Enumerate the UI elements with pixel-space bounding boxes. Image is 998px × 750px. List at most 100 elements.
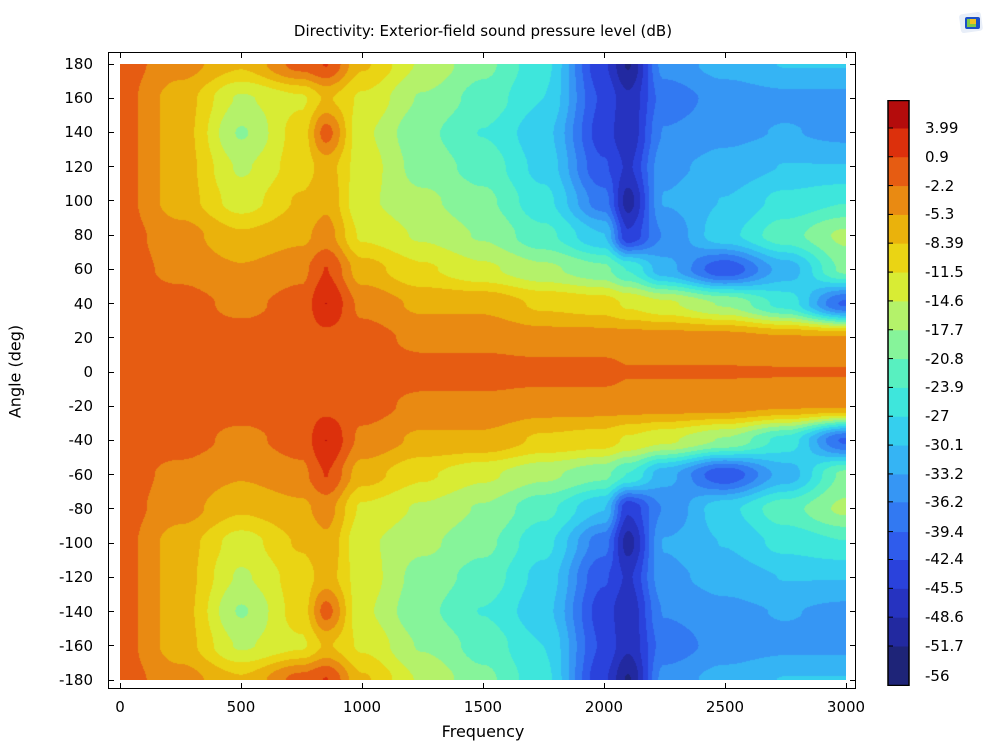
y-tick-label: 180 xyxy=(64,55,93,73)
colorbar-tick-label: -48.6 xyxy=(925,608,964,627)
y-tick-right xyxy=(850,645,856,647)
colorbar-tick-label: -33.2 xyxy=(925,464,964,483)
colorbar-tick-label: -27 xyxy=(925,407,950,426)
y-tick-left xyxy=(108,234,114,236)
x-tick-bottom xyxy=(482,683,484,689)
colorbar-band xyxy=(888,156,909,187)
colorbar-tick-label: -36.2 xyxy=(925,492,964,511)
y-tick-right xyxy=(850,268,856,270)
y-tick-left xyxy=(108,611,114,613)
y-tick-left xyxy=(108,679,114,681)
colorbar-tick-label: 0.9 xyxy=(925,147,949,166)
colorbar-tick-label: -39.4 xyxy=(925,522,964,541)
colorbar-tick-label: -14.6 xyxy=(925,291,964,310)
x-tick-bottom xyxy=(845,683,847,689)
colorbar-band xyxy=(888,473,909,503)
y-tick-label: -140 xyxy=(58,602,93,621)
colorbar-band xyxy=(888,214,909,244)
colorbar-tick-label: -20.8 xyxy=(925,349,964,368)
y-tick-label: 160 xyxy=(64,89,93,108)
colorbar-band xyxy=(888,646,909,686)
x-tick-top xyxy=(845,52,847,58)
x-tick-label: 2000 xyxy=(584,698,624,716)
y-tick-label: -160 xyxy=(58,636,93,655)
y-tick-right xyxy=(850,611,856,613)
x-tick-label: 500 xyxy=(226,698,256,716)
y-tick-label: 80 xyxy=(73,226,93,245)
colorbar-tick-label: -56 xyxy=(925,667,950,685)
y-tick-left xyxy=(108,97,114,99)
y-axis-label: Angle (deg) xyxy=(5,324,25,419)
y-tick-right xyxy=(850,576,856,578)
chart-title: Directivity: Exterior-field sound pressu… xyxy=(293,22,673,40)
y-tick-label: -100 xyxy=(58,534,93,553)
y-tick-left xyxy=(108,542,114,544)
x-tick-top xyxy=(361,52,363,58)
colorbar-tick-label: -17.7 xyxy=(925,320,964,339)
y-tick-right xyxy=(850,679,856,681)
colorbar-band xyxy=(888,559,909,589)
y-tick-right xyxy=(850,234,856,236)
y-tick-right xyxy=(850,337,856,339)
y-tick-label: 0 xyxy=(83,363,93,381)
colorbar-tick-label: -2.2 xyxy=(925,176,955,195)
y-tick-label: -40 xyxy=(68,431,94,450)
y-tick-right xyxy=(850,542,856,544)
colorbar xyxy=(887,100,910,686)
x-tick-top xyxy=(119,52,121,58)
x-tick-bottom xyxy=(603,683,605,689)
colorbar-tick-label: -51.7 xyxy=(925,637,964,655)
y-tick-left xyxy=(108,474,114,476)
contour-fill xyxy=(120,64,846,680)
x-tick-top xyxy=(482,52,484,58)
y-tick-right xyxy=(850,166,856,168)
colorbar-band xyxy=(888,127,909,158)
colorbar-band xyxy=(888,329,909,360)
y-tick-right xyxy=(850,439,856,441)
y-tick-right xyxy=(850,131,856,133)
y-tick-left xyxy=(108,439,114,441)
x-tick-label: 1500 xyxy=(463,698,503,716)
y-tick-right xyxy=(850,303,856,305)
y-tick-left xyxy=(108,508,114,510)
colorbar-border xyxy=(887,100,910,686)
y-tick-right xyxy=(850,371,856,373)
colorbar-tick-label: -8.39 xyxy=(925,234,964,253)
x-tick-top xyxy=(240,52,242,58)
colorbar-tick-label: -42.4 xyxy=(925,550,964,569)
x-tick-label: 1000 xyxy=(342,698,382,716)
colorbar-band xyxy=(888,358,909,388)
x-tick-bottom xyxy=(361,683,363,689)
colorbar-tick-label: -45.5 xyxy=(925,579,964,598)
x-tick-top xyxy=(724,52,726,58)
x-tick-bottom xyxy=(240,683,242,689)
y-tick-label: -80 xyxy=(68,499,94,518)
y-tick-label: -180 xyxy=(58,671,93,689)
app-logo-icon xyxy=(958,10,986,36)
colorbar-band xyxy=(888,100,909,129)
colorbar-tick-label: 3.99 xyxy=(925,118,959,137)
x-tick-bottom xyxy=(724,683,726,689)
y-tick-left xyxy=(108,200,114,202)
colorbar-band xyxy=(888,416,909,446)
colorbar-band xyxy=(888,445,909,475)
y-tick-left xyxy=(108,166,114,168)
y-tick-right xyxy=(850,97,856,99)
x-tick-label: 3000 xyxy=(826,698,866,716)
y-tick-right xyxy=(850,508,856,510)
y-tick-left xyxy=(108,131,114,133)
colorbar-band xyxy=(888,387,909,417)
colorbar-tick-label: -23.9 xyxy=(925,378,964,397)
colorbar-band xyxy=(888,243,909,273)
y-tick-left xyxy=(108,645,114,647)
colorbar-tick-label: -5.3 xyxy=(925,205,955,224)
y-tick-label: 20 xyxy=(73,328,93,347)
colorbar-band xyxy=(888,501,909,533)
y-tick-left xyxy=(108,303,114,305)
y-tick-right xyxy=(850,63,856,65)
colorbar-band xyxy=(888,617,909,647)
y-tick-label: 120 xyxy=(64,157,93,176)
y-tick-right xyxy=(850,474,856,476)
y-tick-right xyxy=(850,405,856,407)
y-tick-left xyxy=(108,268,114,270)
